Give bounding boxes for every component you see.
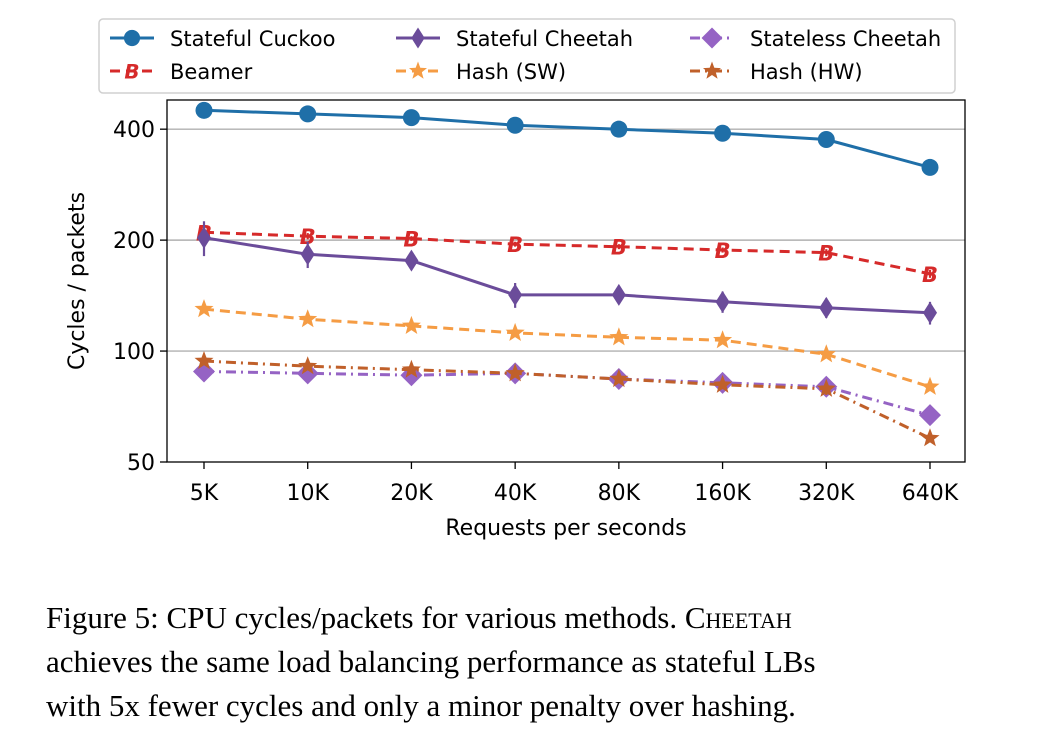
data-point (404, 249, 419, 272)
data-point (713, 330, 733, 349)
data-point: B (300, 225, 316, 249)
data-point (921, 158, 939, 176)
caption-method-name: Cheetah (684, 600, 792, 635)
x-tick-label: 640K (902, 481, 959, 506)
legend-label: Hash (SW) (456, 60, 566, 84)
x-tick-label: 80K (598, 481, 641, 506)
caption-line-3: with 5x fewer cycles and only a minor pe… (46, 688, 796, 723)
figure-caption: Figure 5: CPU cycles/packets for various… (46, 596, 1006, 728)
data-point (194, 299, 214, 318)
data-point (409, 61, 427, 79)
caption-line-1: Figure 5: CPU cycles/packets for various… (46, 596, 1006, 640)
data-point (123, 29, 141, 47)
data-point (401, 359, 421, 378)
data-point (296, 362, 319, 385)
x-tick-label: 20K (390, 481, 433, 506)
caption-prefix: Figure 5: CPU cycles/packets for various… (46, 600, 685, 635)
data-point (920, 428, 940, 447)
series-stateful-cheetah (197, 221, 937, 325)
series-line (203, 236, 931, 315)
x-axis-title: Requests per seconds (445, 516, 686, 541)
data-point (194, 351, 214, 370)
data-point (505, 322, 525, 341)
x-tick-label: 160K (694, 481, 751, 506)
series-line (203, 307, 931, 389)
data-point (195, 101, 213, 119)
legend-label: Beamer (170, 60, 253, 84)
data-point (506, 116, 524, 134)
data-point (919, 404, 941, 427)
legend-label: Hash (HW) (750, 60, 863, 84)
data-point (402, 109, 420, 127)
data-point (816, 378, 836, 397)
series-hash-hw- (194, 351, 940, 447)
legend-entry: Hash (SW) (396, 60, 566, 84)
data-point (610, 120, 628, 138)
series-beamer: BBBBBBBB (196, 221, 938, 287)
data-point (817, 131, 835, 149)
data-point (508, 283, 523, 306)
series-layer: BBBBBBBB (193, 101, 941, 447)
legend-label: Stateless Cheetah (750, 27, 941, 51)
data-point: B (818, 242, 834, 266)
data-point: B (403, 228, 419, 252)
data-point (505, 363, 525, 382)
y-tick-label: 50 (127, 451, 155, 476)
data-point (299, 105, 317, 123)
data-point (713, 374, 733, 393)
plot-frame (166, 99, 966, 463)
x-tick-label: 10K (287, 481, 330, 506)
data-point (714, 124, 732, 142)
series-hash-sw- (194, 299, 940, 395)
data-point: B (922, 263, 938, 287)
data-point (715, 290, 730, 313)
chart: B B B B B B B B 400 200 100 50 5K 10K 20K 40K 80K 160K 32… (65, 18, 966, 541)
y-tick-label: 400 (113, 118, 155, 143)
data-point (816, 344, 836, 363)
x-tick-label: 5K (190, 481, 219, 506)
legend-entry: Hash (HW) (690, 60, 863, 84)
y-axis-title: Cycles / packets (65, 192, 90, 370)
caption-line-2: achieves the same load balancing perform… (46, 644, 816, 679)
data-point (923, 301, 937, 324)
legend-entry: Stateless Cheetah (690, 27, 941, 51)
legend-entry: Stateful Cheetah (396, 27, 633, 51)
legend-box (98, 18, 956, 94)
data-point (193, 360, 215, 383)
legend-label: Stateful Cuckoo (170, 27, 335, 51)
x-tick-label: 40K (494, 481, 537, 506)
data-point: B (124, 60, 139, 84)
data-point (197, 226, 211, 249)
legend-label: Stateful Cheetah (456, 27, 633, 51)
data-point (411, 27, 425, 49)
data-point (701, 27, 723, 49)
data-point (298, 356, 318, 375)
data-point (703, 61, 721, 79)
data-point: B (611, 236, 627, 260)
data-point (609, 327, 629, 346)
x-tick-label: 320K (798, 481, 855, 506)
legend: Stateful Cuckoo Stateful Cheetah Stateless… (98, 18, 956, 94)
legend-entry: B Beamer (110, 60, 253, 84)
axes: 400 200 100 50 5K 10K 20K 40K 80K 160K 320K 640K (113, 118, 959, 506)
legend-entry: Stateful Cuckoo (110, 27, 335, 51)
series-stateful-cuckoo (195, 101, 939, 176)
y-tick-label: 200 (113, 229, 155, 254)
data-point (300, 243, 315, 266)
y-tick-label: 100 (113, 340, 155, 365)
series-line (203, 230, 931, 276)
data-point: B (715, 239, 731, 263)
data-point (819, 296, 834, 319)
data-point (920, 376, 940, 395)
series-line (203, 108, 931, 169)
data-point (609, 369, 629, 388)
data-point (611, 283, 626, 306)
data-point: B (507, 233, 523, 257)
data-point (401, 315, 421, 334)
data-point (298, 309, 318, 328)
